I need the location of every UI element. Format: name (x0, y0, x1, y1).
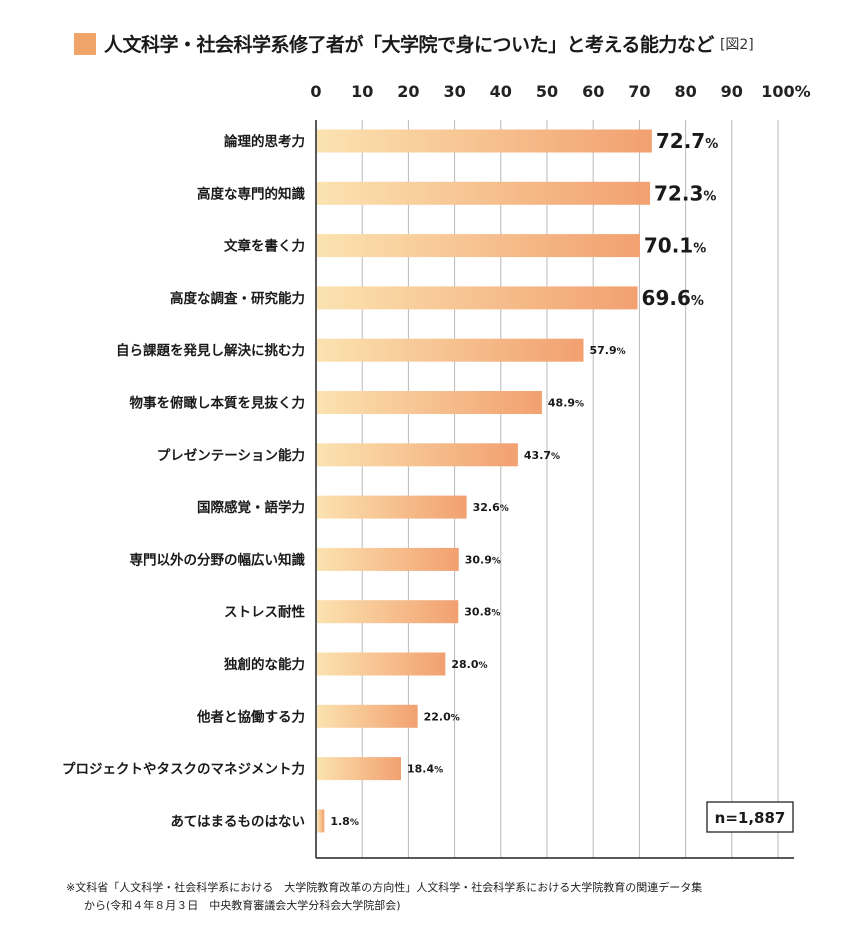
x-tick-label: 40 (490, 82, 512, 101)
category-label: 独創的な能力 (224, 656, 305, 673)
data-label: 30.8% (464, 606, 500, 619)
data-label: 57.9% (589, 344, 625, 357)
data-label: 43.7% (524, 449, 560, 462)
x-tick-label: 70 (628, 82, 650, 101)
category-label: 国際感覚・語学力 (197, 499, 305, 516)
data-label: 18.4% (407, 763, 443, 776)
bar (317, 234, 640, 258)
category-label: 文章を書く力 (224, 238, 305, 255)
category-label: 他者と協働する力 (196, 708, 305, 725)
data-label: 72.3% (654, 181, 716, 205)
bar-chart: 0 10 20 30 40 50 60 70 80 90 100% 論理的思考力 72.7% 高度な専門的… (62, 82, 811, 859)
figure-label: [図2] (719, 36, 754, 53)
category-label: 自ら課題を発見し解決に挑む力 (116, 342, 305, 359)
category-label: ストレス耐性 (224, 604, 305, 621)
x-tick-label: 20 (397, 82, 419, 101)
sample-size-box (706, 801, 794, 833)
bar (317, 391, 542, 414)
data-label: 69.6% (642, 286, 704, 310)
x-tick-label: 10 (351, 82, 373, 101)
bar (317, 757, 402, 781)
bar (317, 181, 651, 205)
bar (317, 495, 467, 519)
chart-title: 人文科学・社会科学系修了者が「大学院で身についた」と考える能力など [図2] (74, 30, 754, 57)
footnote: ※文科省「人文科学・社会科学系における 大学院教育改革の方向性」人文科学・社会科… (66, 879, 826, 915)
x-tick-label: 90 (721, 82, 743, 101)
title-marker-square (74, 32, 96, 55)
data-label: 22.0% (424, 710, 460, 723)
data-label: 48.9% (548, 397, 584, 410)
x-tick-label: 0 (310, 82, 321, 101)
x-tick-label: 60 (582, 82, 604, 101)
category-label: プレゼンテーション能力 (157, 447, 305, 464)
bar (317, 129, 652, 153)
bar (317, 600, 459, 624)
data-label: 32.6% (473, 501, 509, 514)
category-label: プロジェクトやタスクのマネジメント力 (62, 761, 305, 778)
data-label: 70.1% (644, 234, 706, 258)
category-label: 専門以外の分野の幅広い知識 (130, 551, 306, 568)
bar (317, 547, 459, 571)
data-label: 1.8% (330, 815, 359, 828)
category-label: あてはまるものはない (171, 814, 305, 830)
bar (317, 286, 638, 310)
data-label: 72.7% (656, 129, 718, 153)
x-tick-label: 80 (674, 82, 696, 101)
x-tick-label: 100% (761, 82, 810, 101)
sample-size-label: n=1,887 (715, 809, 786, 827)
bar (317, 704, 418, 728)
footnote-line-1: ※文科省「人文科学・社会科学系における 大学院教育改革の方向性」人文科学・社会科… (66, 881, 703, 894)
category-label: 高度な調査・研究能力 (170, 290, 305, 307)
bar (317, 652, 446, 676)
bar (317, 443, 518, 467)
category-label: 高度な専門的知識 (197, 185, 305, 202)
bar (317, 809, 325, 833)
x-tick-label: 50 (536, 82, 558, 101)
footnote-line-2: から(令和４年８月３日 中央教育審議会大学分科会大学院部会) (84, 899, 401, 912)
data-label: 30.9% (465, 553, 501, 566)
category-label: 論理的思考力 (224, 133, 305, 150)
x-tick-label: 30 (443, 82, 465, 101)
title-text: 人文科学・社会科学系修了者が「大学院で身についた」と考える能力など (104, 34, 714, 56)
data-label: 28.0% (451, 658, 487, 671)
bar (317, 338, 584, 362)
category-label: 物事を俯瞰し本質を見抜く力 (130, 395, 306, 412)
